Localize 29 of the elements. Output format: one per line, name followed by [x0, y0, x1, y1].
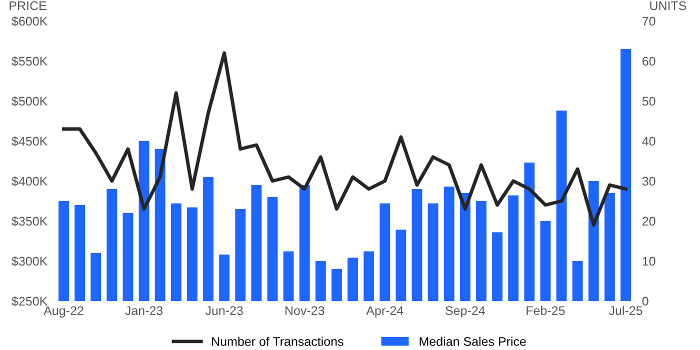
- y-tick-label: $450K: [12, 136, 48, 146]
- x-tick-label: Nov-23: [285, 306, 324, 316]
- y2-tick-label: 50: [642, 96, 656, 106]
- legend-label: Median Sales Price: [420, 336, 526, 346]
- x-tick-label: Jan-23: [125, 306, 163, 316]
- y2-tick-label: 10: [642, 256, 656, 266]
- y2-tick-label: 30: [642, 176, 656, 186]
- y-tick-label: $400K: [12, 176, 48, 186]
- y-tick-label: $250K: [12, 296, 48, 306]
- y2-axis-title: UNITS: [650, 1, 686, 10]
- x-tick-label: Aug-22: [44, 306, 84, 318]
- x-tick-label: Jul-25: [608, 306, 642, 316]
- y2-tick-label: 0: [642, 296, 648, 306]
- y2-tick-label: 40: [642, 136, 656, 146]
- x-tick-label: Jun-23: [205, 306, 243, 316]
- y2-tick-label: 60: [642, 56, 656, 66]
- x-tick-label: Sep-24: [446, 306, 485, 318]
- y-tick-label: $500K: [12, 96, 48, 106]
- y-tick-label: $550K: [12, 56, 48, 66]
- y2-tick-label: 70: [642, 16, 656, 26]
- y-tick-label: $300K: [12, 256, 48, 266]
- line-series: [62, 51, 628, 227]
- y-axis-title: PRICE: [10, 1, 46, 10]
- x-tick-label: Apr-24: [366, 306, 404, 318]
- y-tick-label: $600K: [12, 16, 48, 26]
- x-tick-label: Feb-25: [526, 306, 565, 316]
- legend-label: Number of Transactions: [212, 336, 344, 346]
- y2-tick-label: 20: [642, 216, 656, 226]
- y-tick-label: $350K: [12, 216, 48, 226]
